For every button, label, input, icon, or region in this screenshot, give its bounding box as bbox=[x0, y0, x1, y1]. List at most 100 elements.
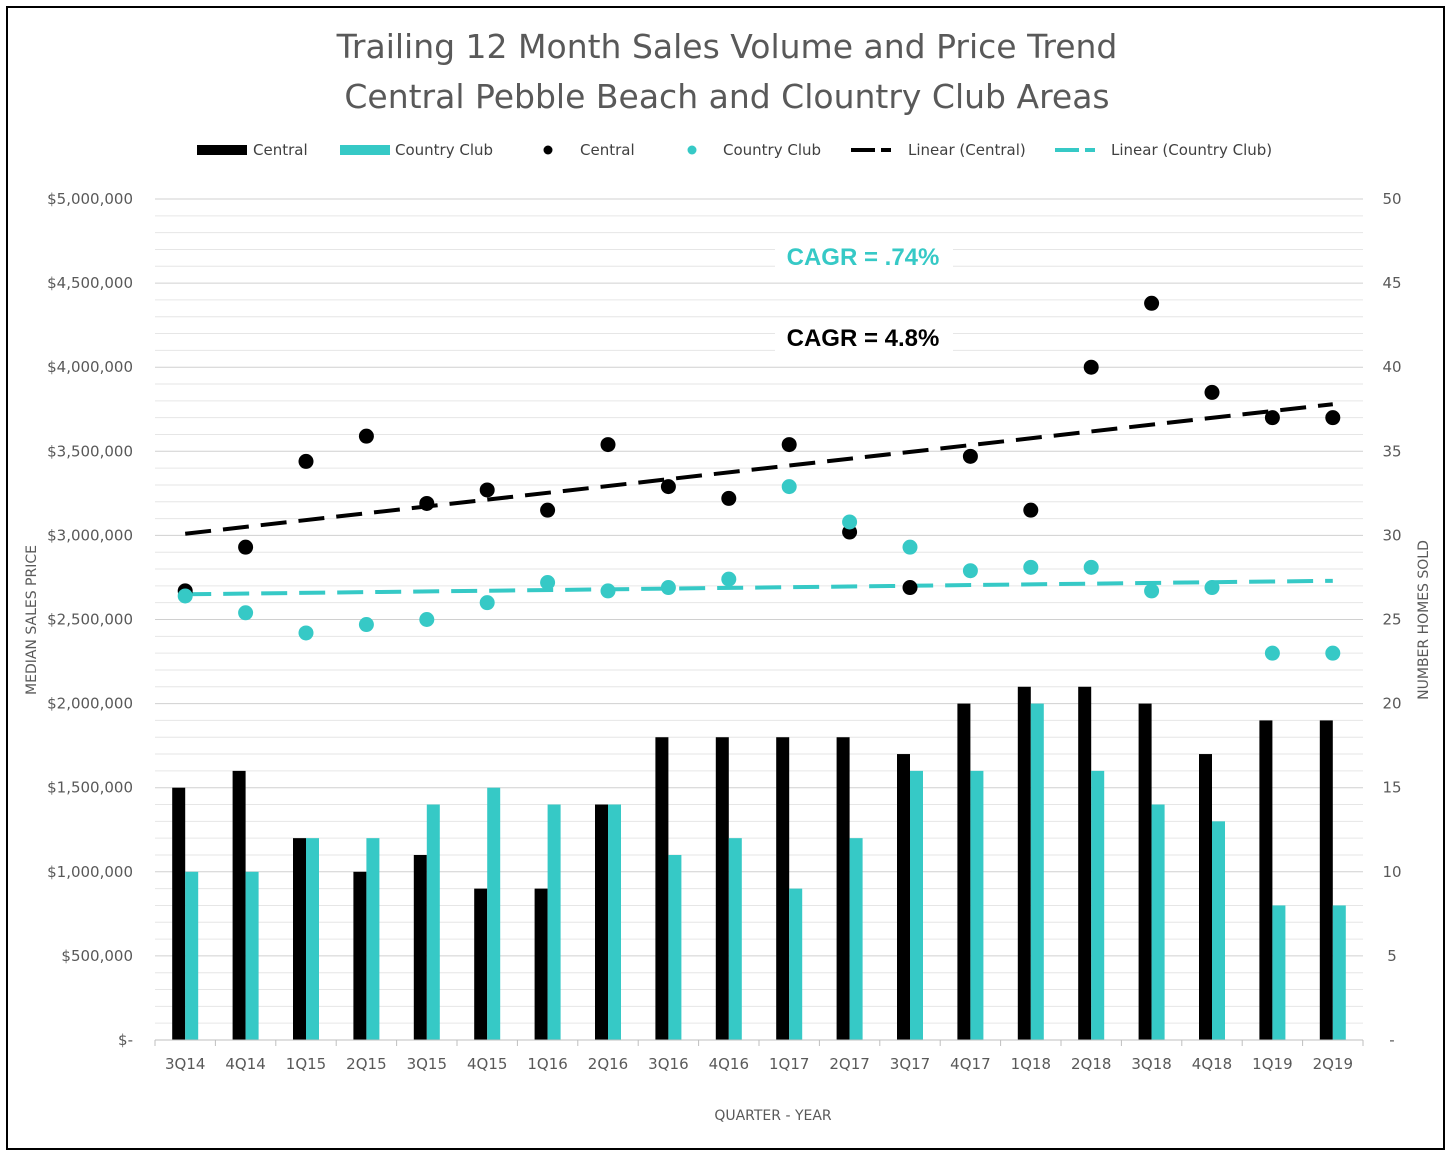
x-tick-label: 2Q16 bbox=[588, 1055, 628, 1073]
point-central bbox=[238, 539, 254, 555]
y-right-tick-label: 50 bbox=[1382, 190, 1401, 208]
bar-country-club bbox=[910, 770, 923, 1040]
x-tick-label: 1Q17 bbox=[769, 1055, 809, 1073]
point-central bbox=[660, 479, 676, 495]
legend-swatch-marker bbox=[543, 145, 553, 155]
x-tick-label: 2Q19 bbox=[1313, 1055, 1353, 1073]
bar-central bbox=[655, 737, 669, 1040]
y-left-tick-label: $5,000,000 bbox=[47, 190, 133, 208]
legend-swatch-marker bbox=[687, 145, 697, 155]
trendline-linear-central- bbox=[184, 402, 1334, 536]
bar-country-club bbox=[789, 888, 803, 1040]
x-tick-label: 2Q15 bbox=[346, 1055, 386, 1073]
point-central bbox=[721, 490, 737, 506]
y-left-tick-label: $2,000,000 bbox=[47, 695, 133, 713]
bar-central bbox=[232, 770, 246, 1040]
bar-central bbox=[595, 804, 608, 1040]
bar-country-club bbox=[1091, 770, 1105, 1040]
y-left-tick-label: $- bbox=[118, 1031, 133, 1049]
x-tick-label: 4Q18 bbox=[1192, 1055, 1232, 1073]
y-left-tick-label: $2,500,000 bbox=[47, 611, 133, 629]
bar-country-club bbox=[426, 804, 440, 1040]
y-axis-left-title: MEDIAN SALES PRICE bbox=[24, 545, 40, 695]
bar-country-club bbox=[608, 804, 621, 1040]
bar-country-club bbox=[728, 838, 742, 1040]
y-right-tick-label: 30 bbox=[1382, 526, 1401, 544]
point-country-club bbox=[902, 539, 918, 555]
legend-label: Country Club bbox=[723, 141, 821, 159]
point-central bbox=[1204, 384, 1220, 400]
y-axis-right-title: NUMBER HOMES SOLD bbox=[1416, 540, 1432, 700]
cagr-country-club-text: CAGR = .74% bbox=[787, 244, 940, 271]
trendlines bbox=[184, 402, 1334, 597]
point-central bbox=[1023, 502, 1039, 518]
x-tick-label: 3Q14 bbox=[165, 1055, 205, 1073]
point-central bbox=[298, 453, 314, 469]
point-central bbox=[1325, 410, 1341, 426]
y-left-tick-label: $1,000,000 bbox=[47, 863, 133, 881]
legend-swatch-bar bbox=[197, 145, 247, 155]
x-tick-label: 3Q15 bbox=[407, 1055, 447, 1073]
axes: 3Q14 4Q14 1Q15 2Q15 3Q15 4Q15 1Q16 2Q16 3Q16 4Q16… bbox=[47, 190, 1401, 1073]
bar-central bbox=[172, 787, 186, 1040]
point-country-club bbox=[1264, 645, 1280, 661]
point-country-club bbox=[842, 514, 858, 530]
bar-country-club bbox=[1030, 703, 1044, 1040]
bar-country-club bbox=[366, 838, 380, 1040]
bar-country-club bbox=[668, 854, 682, 1040]
bar-country-club bbox=[1332, 905, 1346, 1040]
point-country-club bbox=[600, 583, 616, 599]
x-tick-label: 1Q18 bbox=[1011, 1055, 1051, 1073]
y-right-tick-label: 15 bbox=[1382, 779, 1401, 797]
point-country-club bbox=[419, 612, 435, 627]
point-central bbox=[781, 437, 797, 453]
x-tick-label: 3Q17 bbox=[890, 1055, 930, 1073]
point-central bbox=[479, 482, 495, 498]
y-right-tick-label: 25 bbox=[1382, 611, 1401, 629]
bar-central bbox=[1319, 720, 1333, 1040]
bar-central bbox=[474, 888, 488, 1040]
y-right-tick-label: 40 bbox=[1382, 358, 1401, 376]
point-country-club bbox=[358, 617, 374, 633]
point-central bbox=[540, 502, 556, 518]
bar-central bbox=[776, 737, 790, 1040]
bar-country-club bbox=[487, 787, 501, 1040]
x-tick-label: 2Q18 bbox=[1071, 1055, 1111, 1073]
y-right-tick-label: 45 bbox=[1382, 274, 1401, 292]
bar-central bbox=[1259, 720, 1273, 1040]
x-tick-label: 1Q15 bbox=[286, 1055, 326, 1073]
bar-central bbox=[293, 838, 306, 1040]
bars bbox=[172, 686, 1346, 1040]
bar-country-club bbox=[1212, 821, 1225, 1040]
bar-central bbox=[1017, 686, 1031, 1040]
point-country-club bbox=[1083, 559, 1099, 575]
legend-label: Central bbox=[580, 141, 635, 159]
x-tick-label: 3Q18 bbox=[1131, 1055, 1171, 1073]
bar-country-club bbox=[245, 871, 259, 1040]
point-country-club bbox=[298, 625, 314, 641]
bar-central bbox=[413, 854, 427, 1040]
point-country-club bbox=[660, 580, 676, 596]
point-country-club bbox=[540, 574, 556, 590]
point-central bbox=[358, 428, 374, 444]
cagr-annotation-country-club: CAGR = .74% bbox=[775, 236, 953, 278]
bar-country-club bbox=[185, 871, 199, 1040]
bar-central bbox=[715, 737, 729, 1040]
gridlines bbox=[155, 198, 1363, 1024]
bar-central bbox=[897, 754, 910, 1040]
x-tick-label: 1Q19 bbox=[1252, 1055, 1292, 1073]
point-central bbox=[419, 495, 435, 511]
y-left-tick-label: $3,000,000 bbox=[47, 526, 133, 544]
point-central bbox=[1264, 410, 1280, 426]
bar-country-club bbox=[1272, 905, 1286, 1040]
point-central bbox=[962, 448, 978, 464]
point-country-club bbox=[177, 588, 193, 604]
bar-country-club bbox=[849, 838, 863, 1040]
point-central bbox=[1144, 295, 1160, 311]
bar-country-club bbox=[970, 770, 984, 1040]
chart-title-line-2: Central Pebble Beach and Clountry Club A… bbox=[344, 77, 1109, 116]
bar-central bbox=[1078, 686, 1092, 1040]
x-tick-label: 4Q16 bbox=[709, 1055, 749, 1073]
y-right-tick-label: 20 bbox=[1382, 695, 1401, 713]
